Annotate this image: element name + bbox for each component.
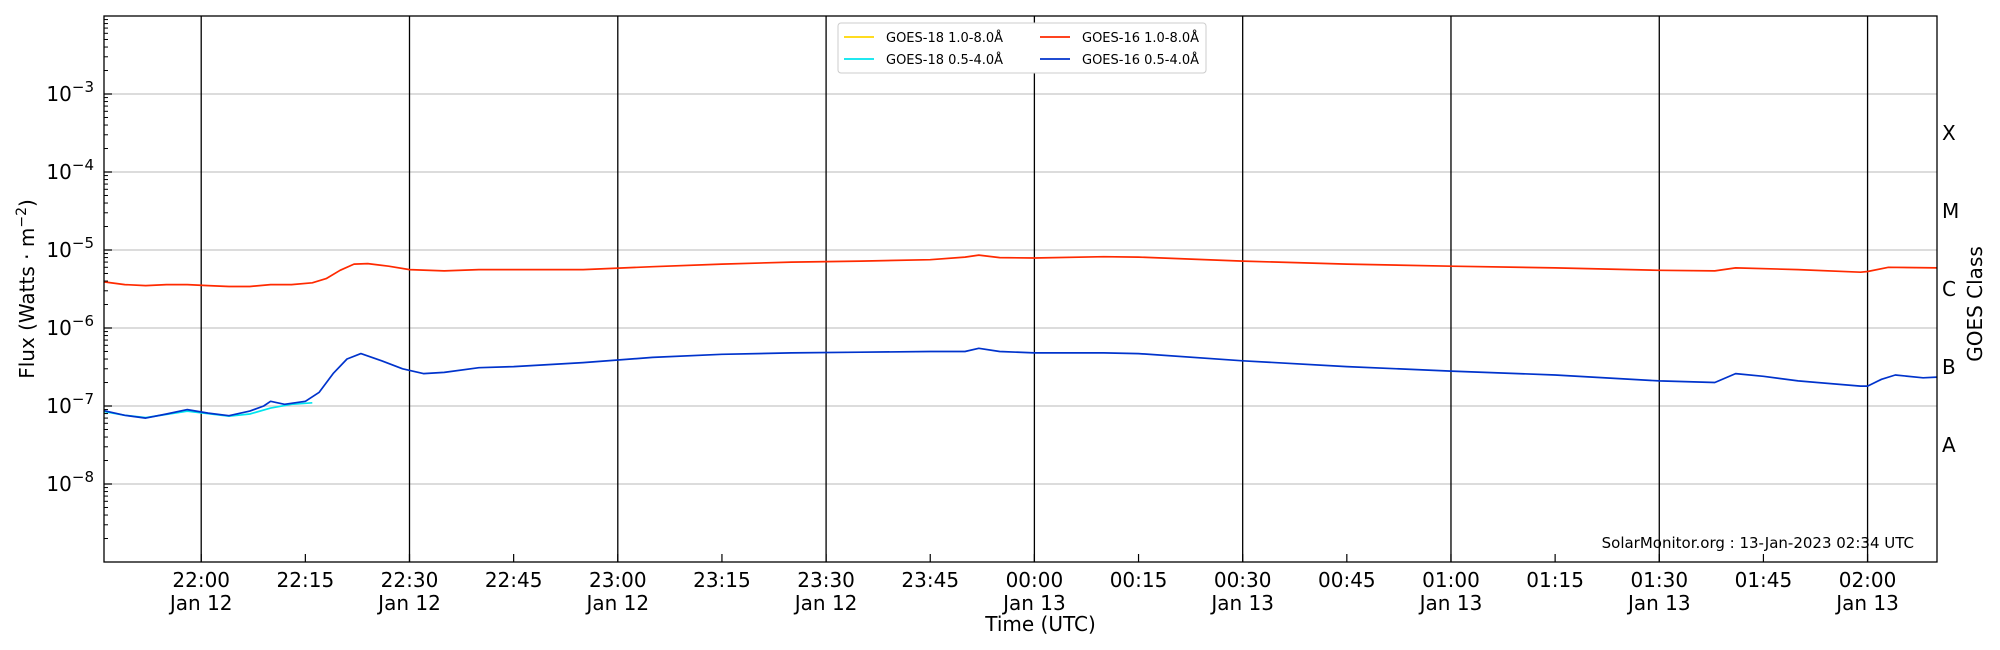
- y-axis-ticks: 10−8 10−7 10−6 10−5 10−4 10−3: [46, 19, 112, 540]
- legend-label-0: GOES-18 1.0-8.0Å: [886, 30, 1003, 46]
- x-tick-date-label: Jan 13: [1001, 591, 1066, 615]
- plot-area-frame: [103, 15, 1938, 563]
- legend-label-2: GOES-16 1.0-8.0Å: [1082, 30, 1199, 46]
- y-tick-label: 10−4: [46, 156, 94, 184]
- x-tick-date-label: Jan 12: [793, 591, 858, 615]
- legend-label-1: GOES-18 0.5-4.0Å: [886, 52, 1003, 68]
- goes-class-labels: A B C M X: [1942, 121, 1959, 457]
- grid-layer: [104, 93, 1937, 485]
- x-tick-date-label: Jan 13: [1834, 591, 1899, 615]
- x-tick-date-label: Jan 13: [1418, 591, 1483, 615]
- x-tick-label: 22:15: [277, 568, 335, 592]
- y-axis-label: Flux (Watts · m−2): [14, 199, 39, 379]
- x-tick-label: 23:15: [693, 568, 751, 592]
- x-axis-label: Time (UTC): [984, 612, 1096, 636]
- goes-class-a: A: [1942, 433, 1956, 457]
- x-tick-label: 22:00: [172, 568, 230, 592]
- x-tick-date-label: Jan 12: [376, 591, 441, 615]
- x-tick-label: 01:45: [1735, 568, 1793, 592]
- x-tick-label: 02:00: [1839, 568, 1897, 592]
- legend: GOES-18 1.0-8.0Å GOES-18 0.5-4.0Å GOES-16 …: [837, 22, 1207, 74]
- x-tick-label: 01:00: [1422, 568, 1480, 592]
- x-tick-label: 00:15: [1110, 568, 1168, 592]
- source-credit: SolarMonitor.org : 13-Jan-2023 02:34 UTC: [1602, 534, 1914, 552]
- goes-class-c: C: [1942, 277, 1956, 301]
- series-layer: [103, 254, 1938, 419]
- x-tick-date-label: Jan 12: [584, 591, 649, 615]
- goes-class-m: M: [1942, 199, 1959, 223]
- x-tick-label: 00:00: [1006, 568, 1064, 592]
- goes-class-axis-label: GOES Class: [1963, 246, 1987, 362]
- y-tick-label: 10−7: [46, 390, 94, 418]
- y-tick-label: 10−5: [46, 234, 94, 262]
- series-line-3: [103, 347, 1938, 419]
- x-tick-label: 23:00: [589, 568, 647, 592]
- x-tick-label: 23:30: [797, 568, 855, 592]
- series-line-2: [103, 254, 1938, 288]
- x-tick-date-label: Jan 13: [1626, 591, 1691, 615]
- vertical-marker-lines: [200, 16, 1869, 562]
- goes-class-b: B: [1942, 355, 1956, 379]
- x-tick-label: 00:45: [1318, 568, 1376, 592]
- legend-box: [837, 22, 1207, 74]
- x-tick-label: 01:30: [1630, 568, 1688, 592]
- x-tick-label: 23:45: [901, 568, 959, 592]
- legend-label-3: GOES-16 0.5-4.0Å: [1082, 52, 1199, 68]
- x-tick-label: 00:30: [1214, 568, 1272, 592]
- x-tick-label: 22:30: [381, 568, 439, 592]
- y-tick-label: 10−3: [46, 78, 94, 106]
- x-tick-label: 01:15: [1526, 568, 1584, 592]
- y-tick-label: 10−6: [46, 312, 94, 340]
- y-tick-label: 10−8: [46, 468, 94, 496]
- goes-class-x: X: [1942, 121, 1956, 145]
- x-tick-label: 22:45: [485, 568, 543, 592]
- series-line-1: [103, 401, 313, 419]
- x-tick-date-label: Jan 13: [1209, 591, 1274, 615]
- x-tick-date-label: Jan 12: [168, 591, 233, 615]
